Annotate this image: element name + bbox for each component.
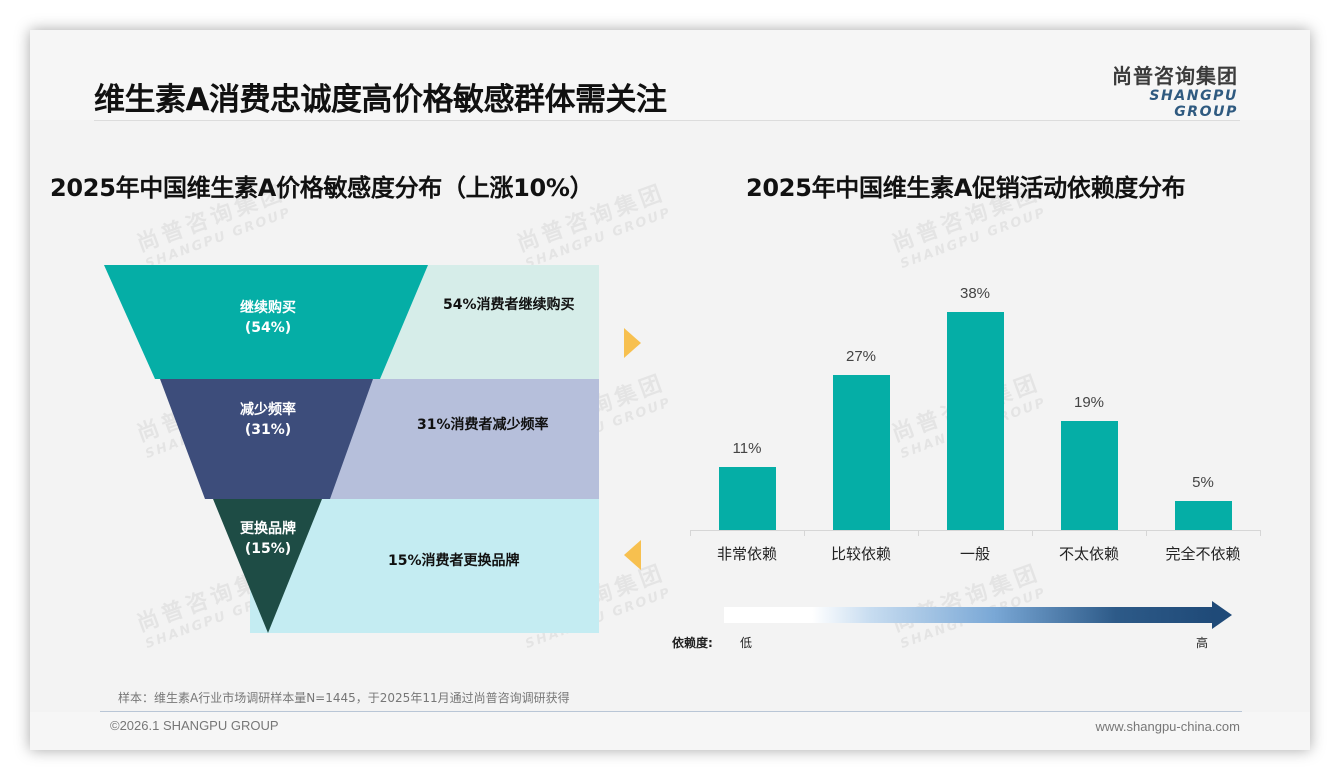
funnel-segment-continue: [104, 265, 428, 379]
x-axis-tick: [1146, 530, 1147, 536]
watermark-en: SHANGPU GROUP: [143, 205, 294, 272]
price-sensitivity-funnel: [104, 265, 599, 633]
bar: [718, 466, 776, 530]
bar-value-label: 11%: [732, 439, 762, 457]
header-band: [30, 30, 1310, 120]
x-axis-category-label: 完全不依赖: [1165, 545, 1241, 563]
promotion-dependency-bar-chart: 11% 非常依赖 27% 比较依赖 38% 一般 19% 不太依赖 5% 完全不依赖: [690, 285, 1262, 610]
band-text-switch: 15%消费者更换品牌: [388, 553, 520, 569]
funnel-label-continue: 继续购买 (54%): [198, 298, 338, 338]
x-axis-tick: [804, 530, 805, 536]
bar: [946, 311, 1004, 530]
footer-band: [30, 712, 1310, 750]
dependency-gradient-arrow-icon: [724, 601, 1232, 629]
bar: [832, 375, 890, 530]
dependency-scale-high: 高: [1196, 636, 1209, 650]
x-axis-category-label: 一般: [959, 545, 990, 563]
funnel-label-text: 更换品牌: [240, 521, 296, 537]
dependency-scale-low: 低: [740, 636, 753, 650]
bar-value-label: 19%: [1073, 393, 1105, 411]
funnel-label-switch: 更换品牌 (15%): [198, 519, 338, 559]
logo-chinese: 尚普咨询集团: [1112, 64, 1238, 88]
copyright: ©2026.1 SHANGPU GROUP: [110, 718, 279, 733]
watermark-en: SHANGPU GROUP: [523, 205, 674, 272]
funnel-segment-switch: [213, 499, 322, 633]
x-axis-category-label: 不太依赖: [1058, 545, 1119, 563]
footer-divider: [100, 711, 1242, 712]
funnel-label-pct: (54%): [244, 320, 292, 336]
page-title: 维生素A消费忠诚度高价格敏感群体需关注: [94, 82, 667, 118]
bar: [1060, 420, 1118, 530]
funnel-label-pct: (31%): [244, 422, 292, 438]
x-axis-tick: [1260, 530, 1261, 536]
x-axis-line: [690, 530, 1260, 531]
funnel-label-reduce: 减少频率 (31%): [198, 400, 338, 440]
dependency-scale-label: 依赖度:: [672, 636, 713, 650]
company-logo: 尚普咨询集团 SHANGPU GROUP: [1088, 64, 1238, 120]
price-sensitivity-title: 2025年中国维生素A价格敏感度分布（上涨10%）: [50, 174, 594, 202]
x-axis-tick: [1032, 530, 1033, 536]
bar: [1174, 501, 1232, 530]
x-axis-category-label: 比较依赖: [830, 545, 891, 563]
x-axis-tick: [918, 530, 919, 536]
x-axis-category-label: 非常依赖: [716, 545, 777, 563]
slide: 尚普咨询集团 SHANGPU GROUP 尚普咨询集团 SHANGPU GROUP 尚普…: [30, 30, 1310, 750]
bar-value-label: 38%: [959, 284, 991, 302]
source-note: 样本：维生素A行业市场调研样本量N=1445，于2025年11月通过尚普咨询调研…: [118, 691, 570, 705]
promotion-dependency-title: 2025年中国维生素A促销活动依赖度分布: [746, 174, 1186, 202]
bar-value-label: 5%: [1192, 474, 1214, 492]
x-axis-tick: [690, 530, 691, 536]
band-text-continue: 54%消费者继续购买: [443, 297, 575, 313]
funnel-label-pct: (15%): [244, 541, 292, 557]
funnel-label-text: 减少频率: [240, 402, 296, 418]
funnel-label-text: 继续购买: [240, 300, 296, 316]
title-divider: [94, 120, 1240, 121]
band-text-reduce: 31%消费者减少频率: [417, 417, 549, 433]
watermark-en: SHANGPU GROUP: [898, 205, 1049, 272]
logo-english: SHANGPU GROUP: [1149, 88, 1238, 120]
arrow-left-icon: [624, 540, 641, 570]
arrow-right-icon: [624, 328, 641, 358]
bar-value-label: 27%: [845, 348, 877, 366]
website-link[interactable]: www.shangpu-china.com: [1095, 719, 1240, 734]
funnel-segment-reduce: [160, 379, 373, 499]
